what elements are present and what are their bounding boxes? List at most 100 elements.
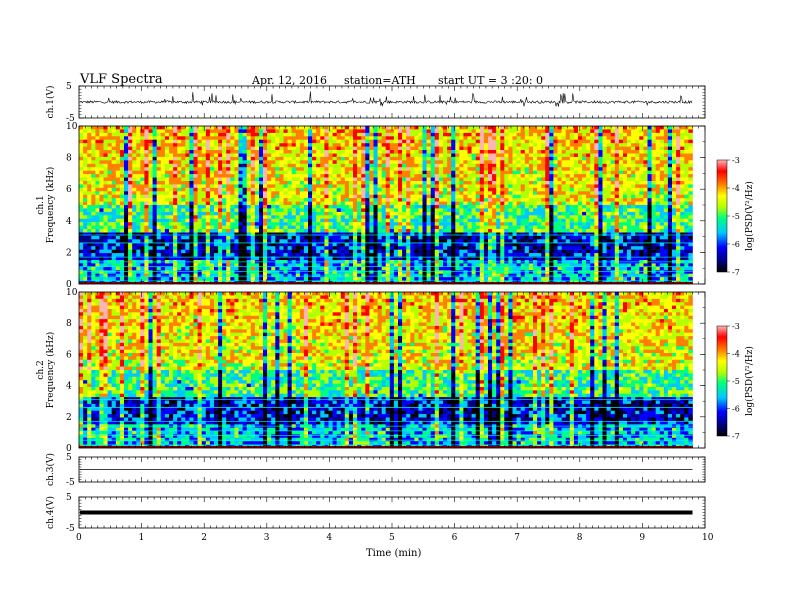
spectrogram-cell [169,136,174,140]
spectrogram-cell [140,160,145,164]
spectrogram-cell [303,174,309,178]
spectrogram-cell [295,194,301,199]
spectrogram-cell [287,229,292,233]
spectrogram-cell [320,150,325,154]
spectrogram-cell [144,156,149,161]
spectrogram-cell [173,215,178,219]
spectrogram-cell [250,249,256,254]
spectrogram-cell [344,184,350,189]
spectrogram-cell [144,187,149,192]
spectrogram-cell [308,132,313,137]
spectrogram-cell [128,229,133,233]
spectrogram-cell [303,194,309,199]
spectrogram-cell [173,201,178,206]
spectrogram-cell [328,194,333,199]
spectrogram-cell [91,167,96,171]
spectrogram-cell [373,146,378,151]
spectrogram-cell [152,167,157,171]
spectrogram-cell [242,167,247,171]
spectrogram-cell [226,249,231,254]
spectrogram-cell [214,249,219,254]
spectrogram-cell [185,136,190,140]
spectrogram-cell [303,232,309,237]
spectrogram-cell [234,242,239,247]
spectrogram-cell [398,198,403,202]
spectrogram-cell [181,235,186,240]
spectrogram-cell [344,263,350,268]
spectrogram-cell [467,146,472,151]
spectrogram-cell [291,222,297,226]
spectrogram-cell [467,266,472,271]
spectrogram-cell [107,235,112,240]
spectrogram-cell [287,177,292,182]
spectrogram-cell [385,139,391,144]
spectrogram-cell [348,181,354,185]
spectrogram-cell [152,273,157,278]
spectrogram-cell [254,194,260,199]
spectrogram-cell [271,232,276,237]
spectrogram-cell [332,215,337,219]
spectrogram-cell [357,205,362,209]
spectrogram-cell [344,266,350,271]
spectrogram-cell [295,242,301,247]
spectrogram-cell [283,246,288,250]
spectrogram-cell [365,205,370,209]
spectrogram-cell [238,208,243,213]
spectrogram-cell [438,163,444,168]
spectrogram-cell [426,253,431,257]
spectrogram-cell [459,263,464,268]
spectrogram-cell [320,129,325,134]
spectrogram-cell [365,235,370,240]
spectrogram-cell [279,246,284,250]
spectrogram-cell [230,181,235,185]
spectrogram-cell [336,263,342,268]
spectrogram-cell [488,235,493,240]
spectrogram-cell [124,146,129,151]
spectrogram-cell [115,126,121,130]
spectrogram-cell [124,211,129,216]
spectrogram-cell [328,208,333,213]
spectrogram-cell [463,181,468,185]
spectrogram-cell [459,167,464,171]
spectrogram-cell [144,129,149,134]
spectrogram-cell [402,170,407,175]
spectrogram-cell [492,235,497,240]
spectrogram-cell [148,235,153,240]
spectrogram-cell [430,235,436,240]
spectrogram-cell [79,163,84,168]
spectrogram-cell [414,225,419,230]
spectrogram-cell [459,184,464,189]
spectrogram-cell [246,150,252,154]
spectrogram-cell [426,277,431,281]
spectrogram-cell [308,266,313,271]
spectrogram-cell [373,136,378,140]
spectrogram-cell [492,136,497,140]
spectrogram-cell [271,273,276,278]
spectrogram-cell [164,215,170,219]
spectrogram-cell [483,229,489,233]
spectrogram-cell [422,156,427,161]
spectrogram-cell [189,139,194,144]
spectrogram-cell [447,246,452,250]
spectrogram-cell [406,167,411,171]
spectrogram-cell [283,187,288,192]
spectrogram-cell [312,184,317,189]
spectrogram-cell [156,187,162,192]
spectrogram-cell [369,242,374,247]
spectrogram-cell [492,270,497,274]
spectrogram-cell [348,242,354,247]
spectrogram-cell [447,156,452,161]
spectrogram-cell [463,242,468,247]
spectrogram-cell [414,129,419,134]
spectrogram-cell [328,150,333,154]
spectrogram-cell [275,181,280,185]
spectrogram-cell [119,181,125,185]
spectrogram-cell [79,256,84,261]
spectrogram-cell [201,153,207,158]
spectrogram-cell [348,163,354,168]
spectrogram-cell [181,208,186,213]
spectrogram-cell [87,229,92,233]
spectrogram-cell [209,170,215,175]
spectrogram-cell [254,218,260,223]
spectrogram-cell [115,266,121,271]
